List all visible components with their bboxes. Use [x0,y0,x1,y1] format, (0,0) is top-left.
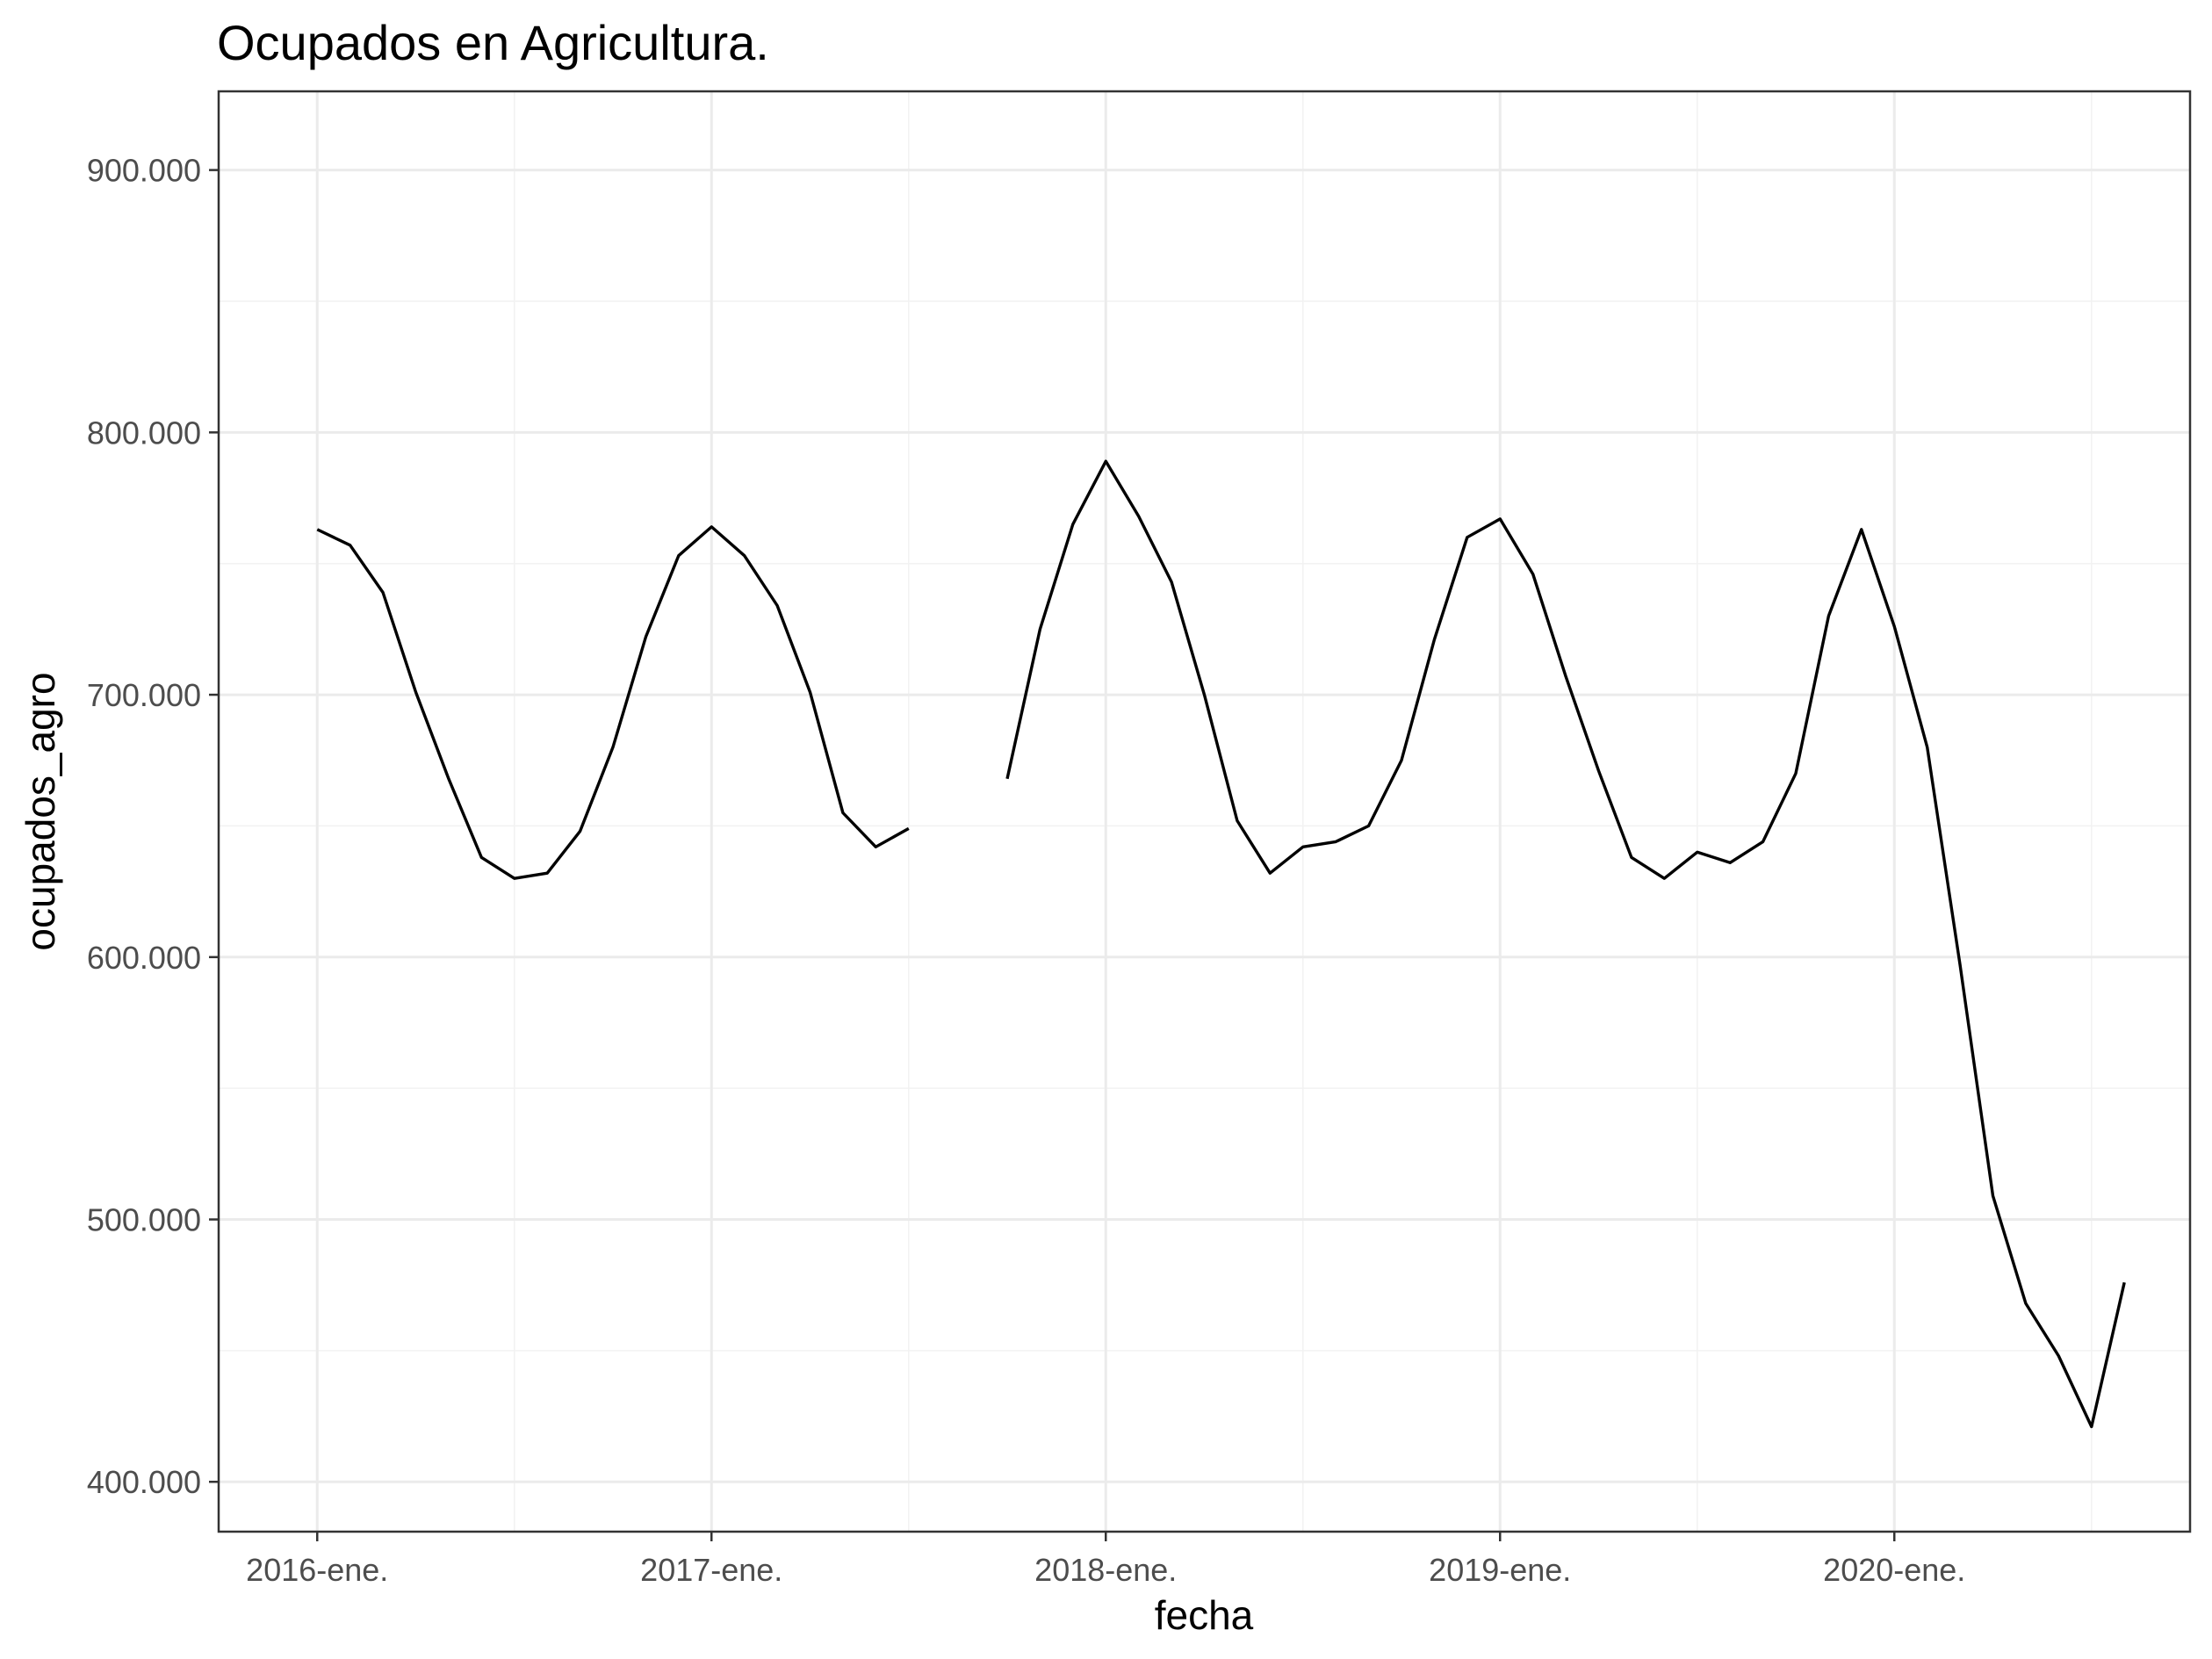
series-line-segment [1005,459,2126,1429]
minor-gridlines [219,91,2190,1532]
y-tick-label: 600.000 [87,940,201,976]
x-axis-title: fecha [1155,1592,1254,1638]
y-tick-label: 900.000 [87,153,201,189]
y-tick-label: 700.000 [87,677,201,713]
series-layer [316,459,2126,1429]
y-axis: 400.000 500.000 600.000 700.000 800.000 900.0… [87,153,219,1500]
x-tick-label: 2019-ene. [1429,1552,1571,1588]
x-tick-label: 2017-ene. [640,1552,782,1588]
y-tick-label: 400.000 [87,1464,201,1500]
y-tick-label: 500.000 [87,1202,201,1238]
x-tick-label: 2016-ene. [246,1552,388,1588]
x-axis: 2016-ene. 2017-ene. 2018-ene. 2019-ene. 2020… [246,1532,1965,1588]
x-tick-label: 2018-ene. [1034,1552,1177,1588]
y-axis-title: ocupados_agro [18,672,63,950]
series-line-segment [316,525,910,880]
y-tick-label: 800.000 [87,415,201,451]
chart-title: Ocupados en Agricultura. [217,15,769,70]
x-tick-label: 2020-ene. [1823,1552,1965,1588]
panel-border [217,90,2192,1533]
